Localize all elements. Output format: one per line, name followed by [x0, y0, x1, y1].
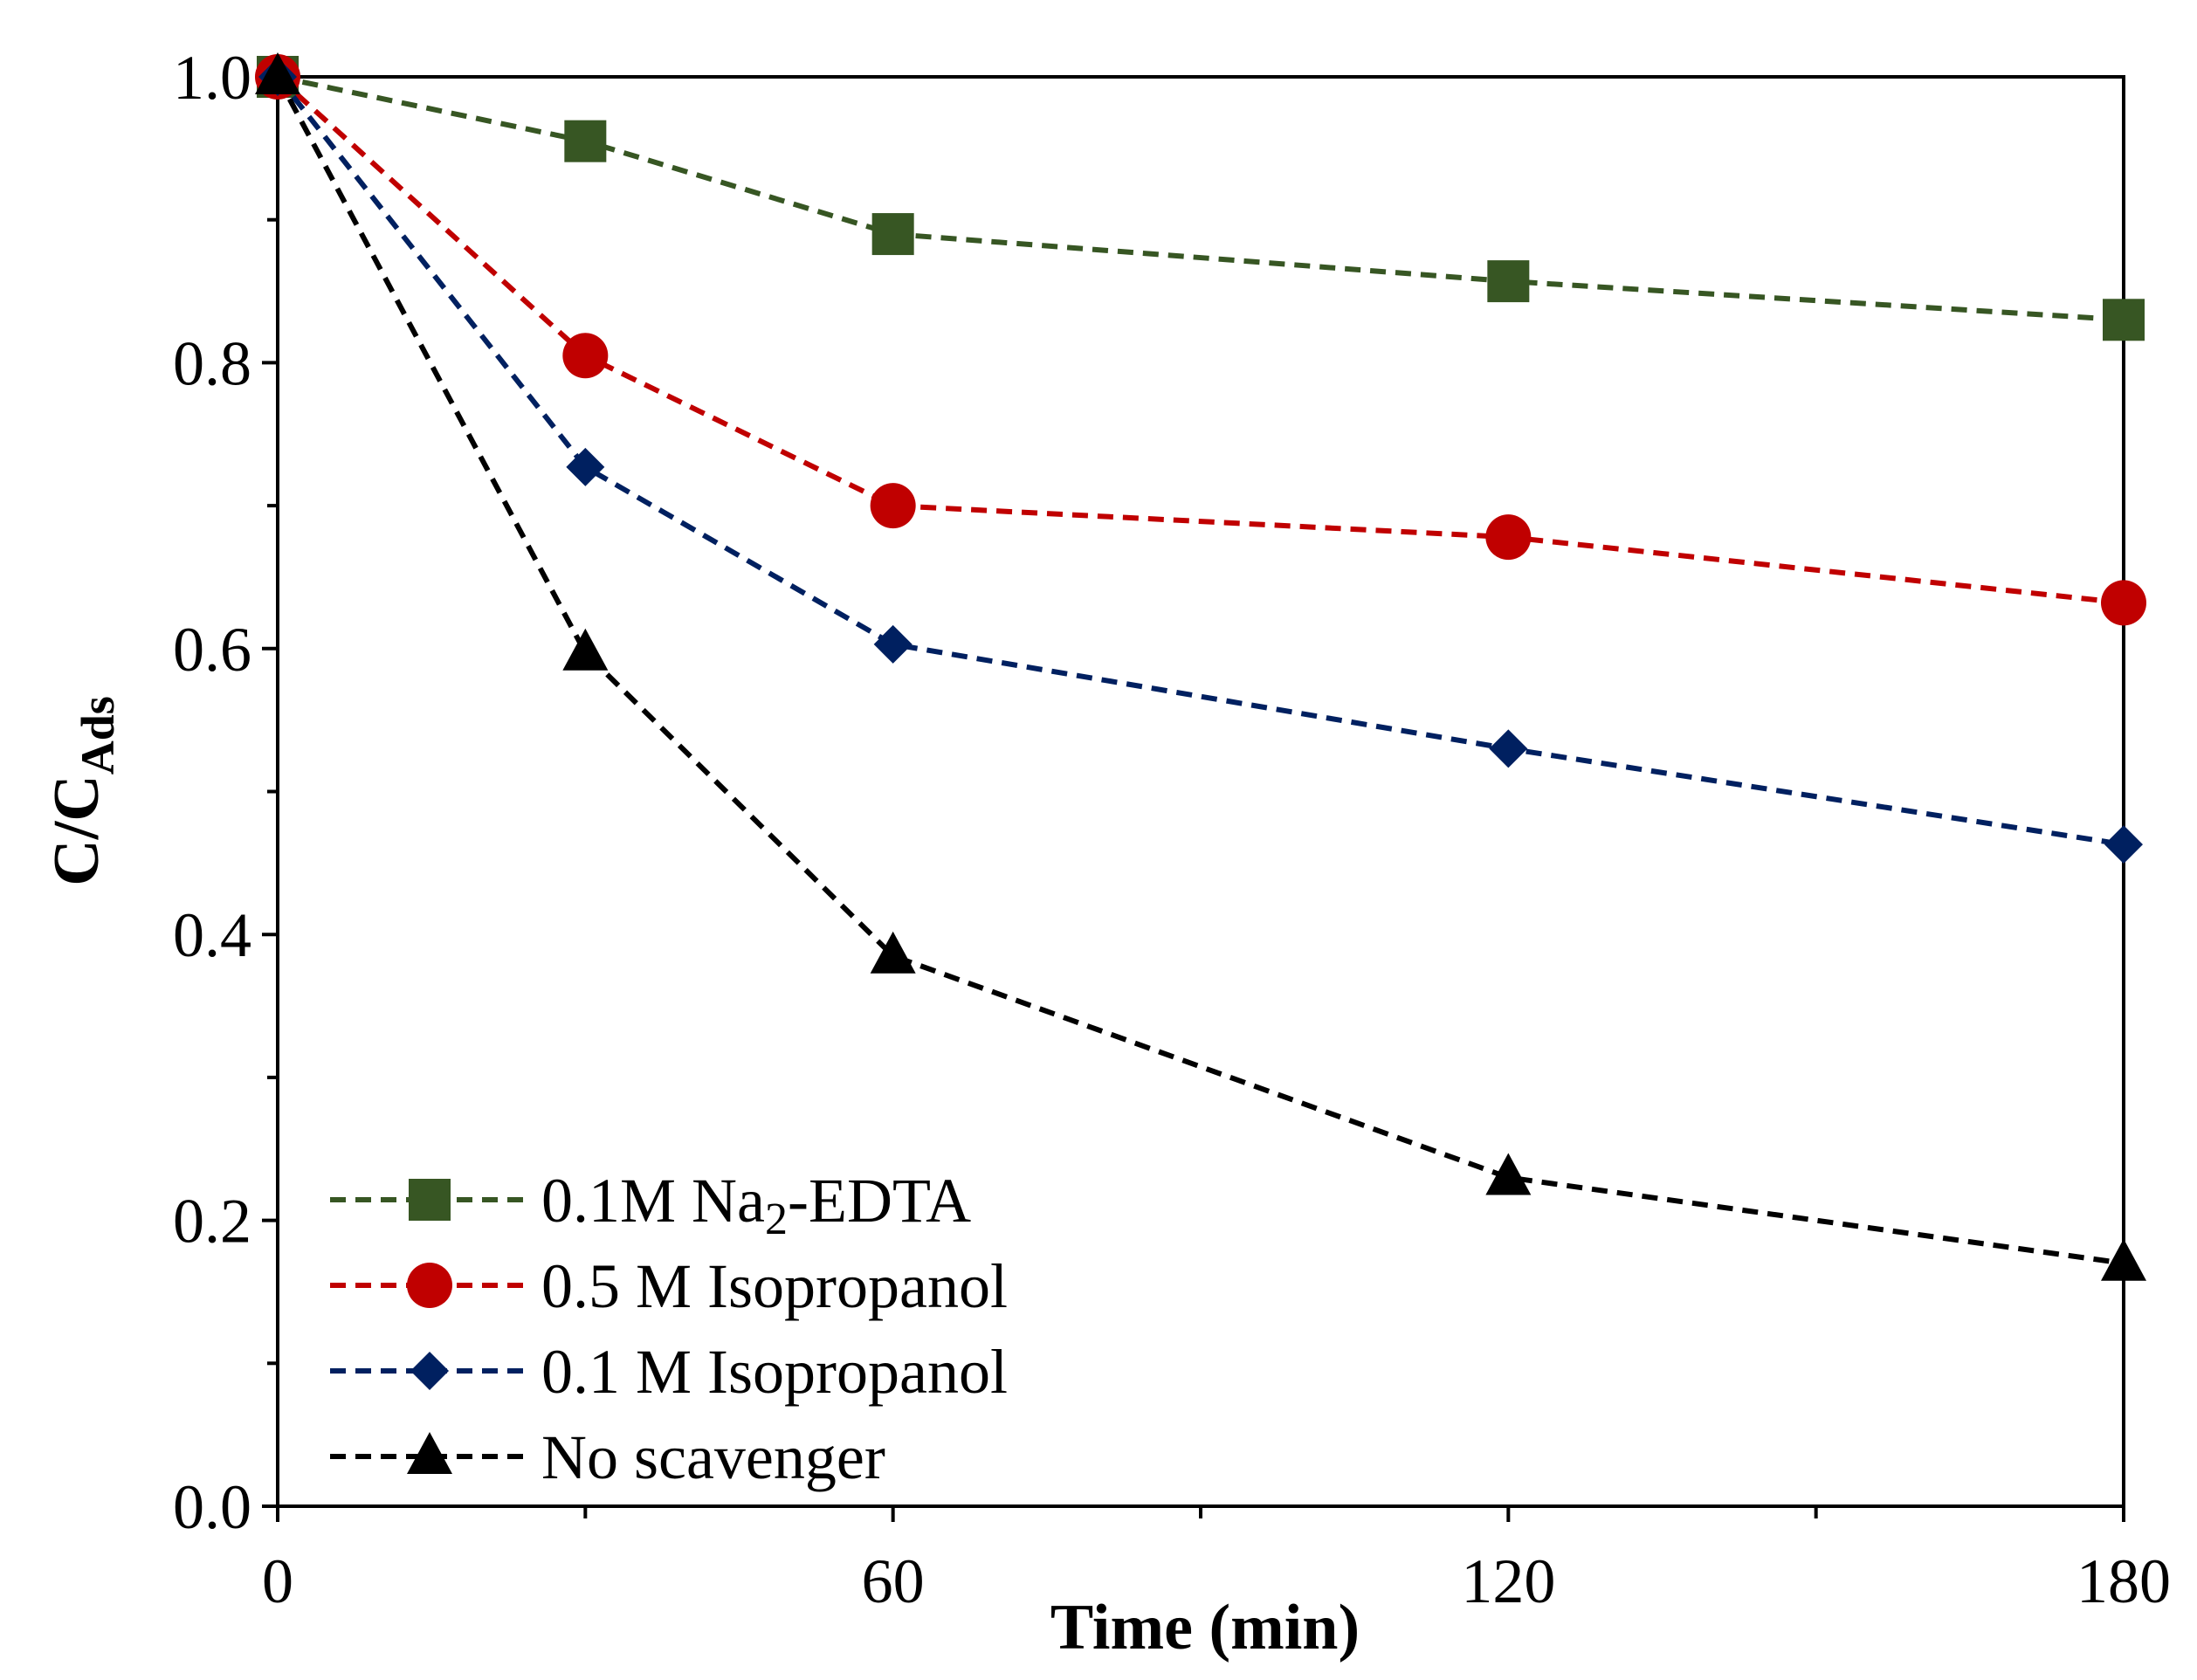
series-triangle — [255, 52, 2146, 1281]
data-point-circle — [2101, 580, 2146, 626]
y-axis-title-main: C/C — [41, 775, 113, 885]
legend-label-tail: -EDTA — [788, 1166, 971, 1236]
data-point-square — [871, 213, 914, 256]
data-point-square — [2103, 299, 2145, 341]
legend-label-sub: 2 — [765, 1195, 788, 1244]
data-point-circle — [870, 483, 916, 529]
legend-label: 0.5 M Isopropanol — [541, 1251, 1008, 1321]
x-tick-label: 180 — [2076, 1546, 2171, 1616]
legend-label-main: 0.1 M Isopropanol — [541, 1337, 1008, 1407]
data-point-diamond — [2104, 825, 2143, 864]
data-point-triangle — [2101, 1238, 2146, 1281]
data-point-circle — [1485, 514, 1532, 561]
legend-label-main: 0.5 M Isopropanol — [541, 1251, 1008, 1321]
legend-item: 0.1 M Isopropanol — [330, 1337, 1008, 1407]
legend-marker-circle — [407, 1263, 452, 1308]
x-tick-label: 60 — [862, 1546, 925, 1616]
data-point-circle — [562, 333, 609, 379]
series-line-triangle — [275, 75, 2125, 1266]
data-point-square — [1487, 260, 1530, 303]
y-tick-label: 0.0 — [173, 1472, 251, 1542]
series-line-circle — [275, 74, 2125, 606]
y-tick-label: 0.6 — [173, 615, 251, 685]
series-line-diamond — [275, 75, 2125, 848]
data-point-diamond — [566, 447, 605, 486]
y-axis-title: C/CAds — [41, 696, 124, 886]
legend-item: No scavenger — [330, 1422, 885, 1492]
legend-marker-square — [409, 1179, 451, 1221]
legend-marker-diamond — [410, 1352, 449, 1390]
data-point-diamond — [873, 624, 913, 664]
data-point-square — [564, 120, 607, 162]
x-axis-title: Time (min) — [1050, 1592, 1360, 1663]
y-tick-label: 0.2 — [173, 1187, 251, 1257]
legend-item: 0.5 M Isopropanol — [330, 1251, 1008, 1321]
x-tick-label: 0 — [262, 1546, 293, 1616]
legend-item: 0.1M Na2-EDTA — [330, 1166, 971, 1244]
series-layer — [255, 52, 2146, 1281]
legend-label: 0.1 M Isopropanol — [541, 1337, 1008, 1407]
y-tick-label: 0.4 — [173, 900, 251, 970]
legend-marker-triangle — [407, 1432, 452, 1474]
legend-label: 0.1M Na2-EDTA — [541, 1166, 971, 1244]
series-line-square — [277, 74, 2125, 323]
data-point-triangle — [870, 931, 916, 974]
series-circle — [255, 54, 2146, 626]
axis-tick-labels: 0.0 0.2 0.4 0.6 0.8 1.0 0 60 120 180 — [173, 43, 2171, 1616]
axis-ticks — [262, 75, 2125, 1522]
data-point-triangle — [562, 628, 609, 671]
x-tick-label: 120 — [1461, 1546, 1555, 1616]
y-tick-label: 1.0 — [173, 43, 251, 113]
legend-label: No scavenger — [541, 1422, 885, 1492]
y-axis-title-sub: Ads — [72, 696, 124, 775]
y-tick-label: 0.8 — [173, 328, 251, 398]
legend-label-main: No scavenger — [541, 1422, 885, 1492]
series-square — [257, 56, 2145, 341]
data-point-triangle — [255, 52, 300, 94]
legend-label-main: 0.1M Na — [541, 1166, 765, 1236]
data-point-diamond — [1489, 729, 1528, 768]
data-point-triangle — [1485, 1153, 1532, 1195]
series-diamond — [258, 58, 2143, 864]
